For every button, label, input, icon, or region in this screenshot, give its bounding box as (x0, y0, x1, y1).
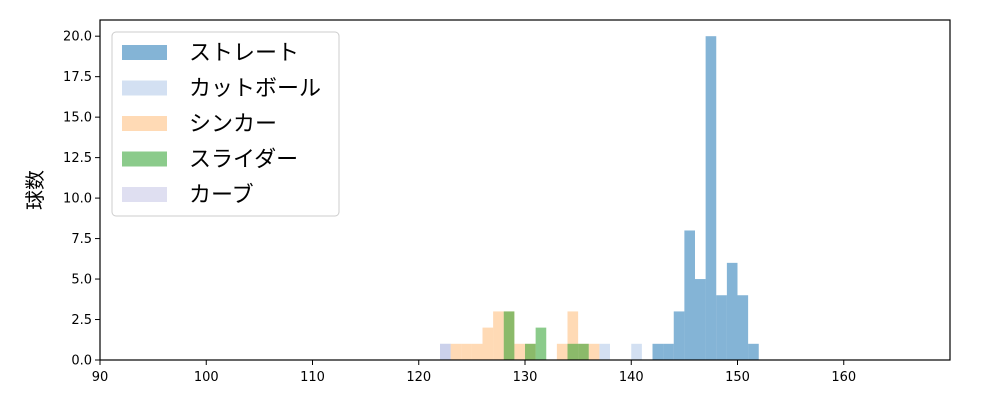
bar-series-2-bin-1 (461, 343, 472, 360)
legend-label-1: カットボール (189, 77, 321, 102)
x-tick-label-2: 110 (300, 370, 325, 385)
x-tick-label-3: 120 (406, 370, 431, 385)
x-tick-label-1: 100 (194, 370, 219, 385)
legend-label-0: ストレート (189, 41, 299, 66)
legend-swatch-0 (122, 45, 167, 60)
bar-series-2-bin-11 (588, 343, 600, 360)
y-tick-label-1: 2.5 (71, 313, 92, 328)
y-axis: 0.0 2.5 5.0 7.5 10.0 12.5 15.0 17.5 20.0 (63, 30, 100, 369)
x-tick-label-0: 90 (92, 370, 109, 385)
bar-series-2-bin-3 (482, 327, 494, 360)
bars-layer (440, 36, 759, 360)
x-tick-label-5: 140 (619, 370, 644, 385)
bar-series-2-bin-8 (556, 343, 568, 360)
bar-series-4-bin-0 (440, 343, 451, 360)
bar-series-3-bin-2 (535, 327, 547, 360)
legend-swatch-3 (122, 151, 167, 167)
bar-series-0-bin-8 (737, 295, 749, 360)
bar-series-0-bin-2 (673, 311, 685, 360)
bar-series-3-bin-4 (578, 343, 589, 360)
bar-series-3-bin-0 (503, 311, 515, 360)
bar-series-0-bin-5 (705, 36, 717, 360)
x-tick-label-6: 150 (725, 370, 750, 385)
bar-series-2-bin-9 (567, 311, 579, 360)
bar-series-2-bin-2 (471, 343, 483, 360)
legend-box (111, 31, 340, 217)
legend-label-4: カーブ (189, 183, 254, 208)
legend-label-3: スライダー (189, 148, 298, 173)
legend-label-2: シンカー (189, 112, 277, 137)
legend-swatch-2 (122, 116, 167, 131)
x-axis: 90 100 110 120 130 140 150 160 (92, 360, 856, 385)
bar-series-0-bin-1 (663, 343, 674, 360)
bar-series-1-bin-2 (631, 343, 642, 360)
bar-series-3-bin-1 (525, 343, 536, 360)
legend-swatch-4 (122, 187, 167, 202)
bar-series-2-bin-6 (514, 343, 525, 360)
y-tick-label-3: 7.5 (71, 232, 92, 247)
bar-series-0-bin-6 (716, 295, 727, 360)
legend-swatch-1 (122, 80, 167, 96)
y-axis-label: 球数 (23, 170, 47, 210)
bar-series-0-bin-3 (684, 230, 695, 360)
bar-series-0-bin-7 (726, 262, 738, 360)
y-tick-label-2: 5.0 (71, 273, 92, 288)
y-tick-label-7: 17.5 (63, 70, 92, 85)
bar-series-0-bin-4 (695, 279, 706, 360)
y-tick-label-0: 0.0 (71, 354, 92, 369)
y-tick-label-6: 15.0 (63, 111, 92, 126)
y-tick-label-8: 20.0 (63, 30, 92, 45)
bar-series-1-bin-1 (599, 343, 610, 360)
x-tick-label-4: 130 (513, 370, 538, 385)
bar-series-0-bin-0 (652, 343, 664, 360)
y-tick-label-4: 10.0 (63, 192, 92, 207)
x-tick-label-7: 160 (831, 370, 856, 385)
y-tick-label-5: 12.5 (63, 151, 92, 166)
bar-series-2-bin-0 (450, 343, 462, 360)
bar-series-3-bin-3 (567, 343, 579, 360)
bar-series-2-bin-4 (493, 311, 504, 360)
bar-series-0-bin-9 (748, 343, 759, 360)
